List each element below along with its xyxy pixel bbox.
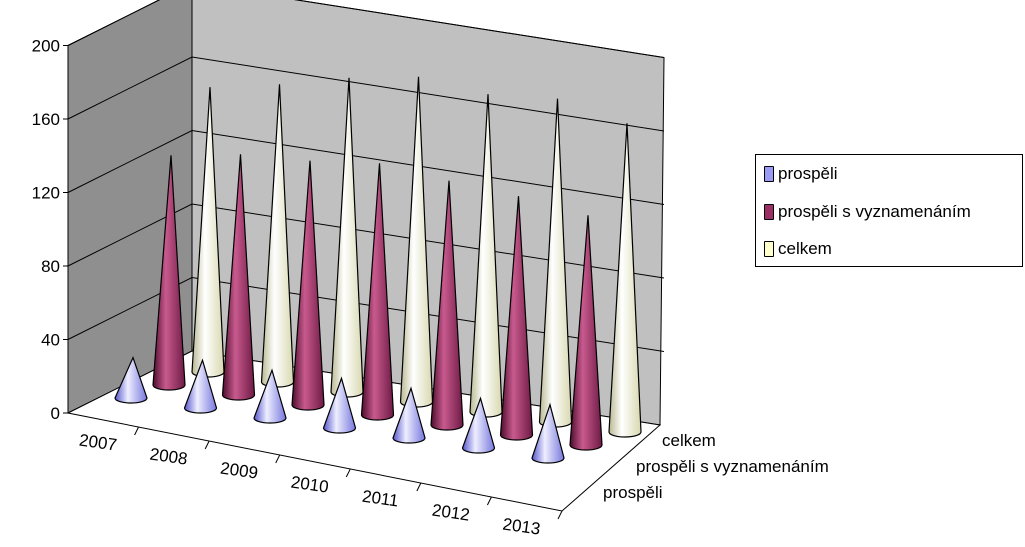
legend-item-prospeli: prospěli <box>764 164 838 184</box>
cone <box>322 376 357 434</box>
cone <box>183 358 218 414</box>
x-tick-label: 2007 <box>78 431 118 455</box>
cone-0-2 <box>253 368 287 424</box>
cone-0-0 <box>114 355 148 404</box>
cone <box>221 154 256 401</box>
y-tick-label: 160 <box>32 110 60 129</box>
cone <box>114 355 148 404</box>
cone <box>253 368 287 424</box>
cone-0-4 <box>392 386 426 444</box>
cone-1-1 <box>221 154 256 401</box>
y-tick-label: 40 <box>41 331 60 350</box>
cone-0-1 <box>183 358 218 414</box>
cone-1-0 <box>152 155 186 391</box>
depth-axis-label: celkem <box>662 431 716 450</box>
cone-1-4 <box>430 180 464 431</box>
y-tick-label: 120 <box>32 184 60 203</box>
gridline <box>67 203 665 279</box>
cone <box>499 196 534 441</box>
x-tick <box>204 440 210 450</box>
cone-2-6 <box>608 123 642 438</box>
y-tick-label: 200 <box>32 37 60 56</box>
legend: prospěli prospěli s vyznamenáním celkem <box>755 154 1023 267</box>
legend-item-prospeli-s-vyznamenanim: prospěli s vyznamenáním <box>764 202 971 222</box>
depth-axis-label: prospěli s vyznamenáním <box>636 457 829 476</box>
cone <box>360 163 395 421</box>
cone-0-3 <box>322 376 357 434</box>
depth-axis-label: prospěli <box>603 483 663 502</box>
legend-item-celkem: celkem <box>764 239 832 259</box>
y-tick-label: 80 <box>41 257 60 276</box>
x-tick-label: 2009 <box>219 459 259 483</box>
cone-1-3 <box>360 163 395 421</box>
cone <box>531 402 565 464</box>
cone <box>569 215 603 451</box>
cone <box>430 180 464 431</box>
cone-1-6 <box>569 215 603 451</box>
cone-0-5 <box>461 396 496 454</box>
gridline <box>67 56 665 132</box>
x-tick <box>345 468 351 478</box>
x-tick <box>557 510 563 520</box>
x-tick-label: 2011 <box>361 487 400 511</box>
legend-swatch-prospeli <box>764 166 774 182</box>
gridline <box>67 276 665 352</box>
x-tick-label: 2012 <box>431 501 471 525</box>
floor <box>66 350 662 512</box>
cone-1-2 <box>291 160 325 411</box>
x-tick <box>486 496 492 506</box>
legend-swatch-prospeli-s-vyznamenanim <box>764 204 774 220</box>
x-tick-label: 2010 <box>290 473 330 497</box>
cone <box>461 396 496 454</box>
gridline <box>67 0 665 58</box>
legend-label-prospeli-s-vyznamenanim: prospěli s vyznamenáním <box>778 202 971 221</box>
cone <box>608 123 642 438</box>
cone <box>291 160 325 411</box>
legend-swatch-celkem <box>764 241 774 257</box>
gridline <box>67 129 665 205</box>
y-tick-label: 0 <box>51 404 60 423</box>
cone <box>392 386 426 444</box>
x-tick <box>275 454 281 464</box>
cone-1-5 <box>499 196 534 441</box>
x-tick-label: 2013 <box>501 515 541 539</box>
legend-label-celkem: celkem <box>778 239 832 258</box>
cone <box>152 155 186 391</box>
legend-label-prospeli: prospěli <box>778 164 838 183</box>
x-tick <box>134 426 140 436</box>
cone-0-6 <box>531 402 565 464</box>
x-tick-label: 2008 <box>149 445 189 469</box>
x-tick <box>416 482 422 492</box>
